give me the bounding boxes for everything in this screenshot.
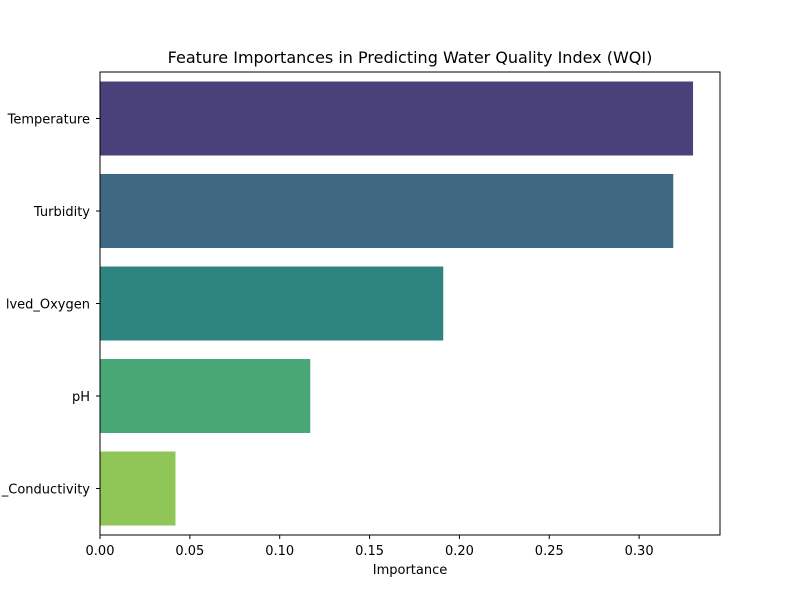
bar-4 [100,451,176,526]
x-tick-label-6: 0.30 [625,544,654,559]
x-tick-label-0: 0.00 [86,544,115,559]
x-tick-label-1: 0.05 [175,544,204,559]
y-tick-label-0: Temperature [7,113,90,128]
bars-group [100,81,694,526]
x-tick-label-2: 0.10 [265,544,294,559]
x-tick-label-3: 0.15 [355,544,384,559]
bar-3 [100,359,311,433]
y-axis-ticks: Temperature Turbidity lved_Oxygen pH _Conduc… [1,113,100,498]
y-tick-label-1: Turbidity [33,205,90,220]
x-tick-label-4: 0.20 [445,544,474,559]
bar-2 [100,266,444,341]
bar-1 [100,174,674,248]
y-tick-label-2: lved_Oxygen [6,298,90,313]
chart-title: Feature Importances in Predicting Water … [168,48,653,67]
y-tick-label-3: pH [72,390,90,405]
y-tick-label-4: _Conductivity [1,483,91,498]
x-tick-label-5: 0.25 [535,544,564,559]
x-axis-label: Importance [373,563,448,578]
bar-0 [100,81,694,156]
x-axis-ticks: 0.00 0.05 0.10 0.15 0.20 0.25 0.30 [86,535,654,559]
